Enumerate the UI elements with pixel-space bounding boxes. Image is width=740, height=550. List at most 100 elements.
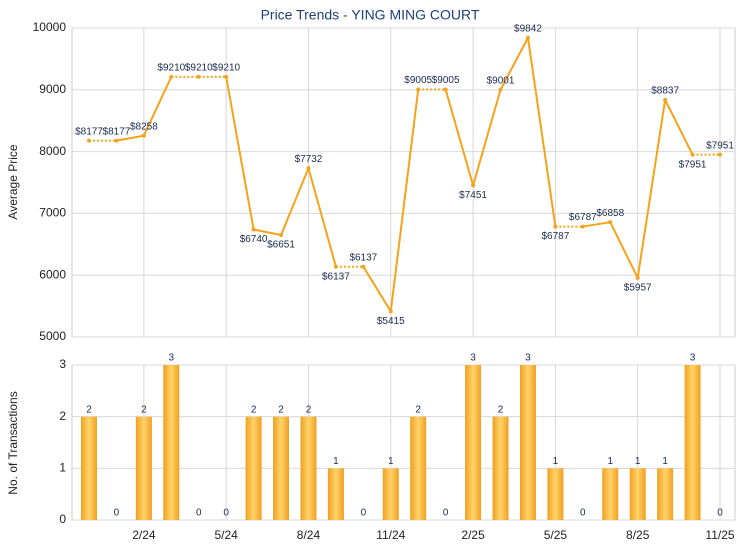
point xyxy=(224,74,229,79)
data-label: $6740 xyxy=(240,234,268,245)
bar xyxy=(273,416,290,520)
bar xyxy=(629,468,646,520)
line-segment xyxy=(499,37,529,91)
data-label: 3 xyxy=(525,353,531,364)
data-label: $8177 xyxy=(75,126,103,137)
bar xyxy=(657,468,674,520)
line-segment xyxy=(444,89,475,186)
data-label: $6137 xyxy=(349,252,377,263)
line-segment xyxy=(582,221,611,228)
data-label: 0 xyxy=(717,508,723,519)
bar xyxy=(410,416,427,520)
line-segment xyxy=(664,99,694,156)
x-tick-label: 8/25 xyxy=(626,528,650,542)
point xyxy=(306,166,311,171)
bar xyxy=(465,365,482,520)
bar xyxy=(163,365,180,520)
x-tick-label: 5/24 xyxy=(214,528,238,542)
data-label: $9210 xyxy=(185,62,213,73)
y-tick-label: 6000 xyxy=(39,267,66,281)
bar xyxy=(300,416,317,520)
data-label: $6651 xyxy=(267,240,295,251)
y-tick-label: 5000 xyxy=(39,329,66,343)
point xyxy=(114,138,119,143)
point xyxy=(498,87,503,92)
point xyxy=(718,152,722,157)
bar xyxy=(245,416,262,520)
data-label: $9842 xyxy=(514,23,542,34)
data-label: 1 xyxy=(607,456,613,467)
data-label: 0 xyxy=(361,508,367,519)
data-label: $7451 xyxy=(459,190,487,201)
y-tick-label: 8000 xyxy=(39,144,66,158)
point xyxy=(388,309,393,314)
x-tick-label: 8/24 xyxy=(297,528,321,542)
line-segment xyxy=(307,167,337,268)
point xyxy=(196,74,201,79)
data-label: 2 xyxy=(498,404,504,415)
data-label: $8258 xyxy=(130,121,158,132)
data-label: $8837 xyxy=(651,86,679,97)
x-tick-label: 11/24 xyxy=(376,528,405,542)
bar xyxy=(135,416,152,520)
bar xyxy=(81,416,97,520)
line-segment xyxy=(362,266,392,312)
data-label: 1 xyxy=(333,456,339,467)
data-label: $9001 xyxy=(487,75,515,86)
point xyxy=(169,74,174,79)
point xyxy=(635,275,640,280)
data-label: 1 xyxy=(553,456,559,467)
data-label: $7951 xyxy=(706,140,734,151)
data-label: 3 xyxy=(470,353,476,364)
y-tick-label: 2 xyxy=(59,409,66,423)
line-segment xyxy=(225,76,255,230)
point xyxy=(608,220,613,225)
chart-title: Price Trends - YING MING COURT xyxy=(261,7,480,23)
y-tick-label: 3 xyxy=(59,357,66,371)
point xyxy=(553,224,558,229)
point xyxy=(416,87,421,92)
point xyxy=(443,87,448,92)
data-label: $9210 xyxy=(157,62,185,73)
data-label: $6787 xyxy=(541,231,569,242)
data-label: 0 xyxy=(196,508,202,519)
x-tick-label: 2/25 xyxy=(461,528,485,542)
point xyxy=(361,264,366,269)
data-label: 2 xyxy=(251,404,257,415)
x-tick-label: 11/25 xyxy=(705,528,734,542)
data-label: 3 xyxy=(169,353,175,364)
point xyxy=(251,227,256,232)
x-tick-label: 2/24 xyxy=(132,528,156,542)
line-segment xyxy=(389,89,420,312)
data-label: $6137 xyxy=(322,271,350,282)
data-label: 2 xyxy=(141,404,147,415)
data-label: $9005 xyxy=(432,75,460,86)
point xyxy=(141,133,146,138)
y-tick-label: 0 xyxy=(59,512,66,526)
data-label: 2 xyxy=(306,404,312,415)
data-label: 2 xyxy=(86,404,92,415)
point xyxy=(690,152,695,157)
y-tick-label: 10000 xyxy=(33,20,67,34)
data-label: $6858 xyxy=(596,208,624,219)
bar xyxy=(547,468,564,520)
bar xyxy=(684,365,701,520)
data-label: 1 xyxy=(388,456,394,467)
y-tick-label: 1 xyxy=(59,461,66,475)
data-label: $9210 xyxy=(212,62,240,73)
data-label: 0 xyxy=(443,508,449,519)
data-label: 2 xyxy=(415,404,421,415)
y-tick-label: 9000 xyxy=(39,82,66,96)
line-segment xyxy=(142,76,173,137)
point xyxy=(87,138,91,143)
data-label: 2 xyxy=(278,404,284,415)
data-label: $5957 xyxy=(624,282,652,293)
bar xyxy=(382,468,399,520)
bar xyxy=(492,416,509,520)
y-axis-label: No. of Transactions xyxy=(6,391,20,494)
line-segment xyxy=(472,89,502,186)
x-tick-label: 5/25 xyxy=(544,528,568,542)
line-segment xyxy=(636,99,667,279)
data-label: $7951 xyxy=(679,159,707,170)
